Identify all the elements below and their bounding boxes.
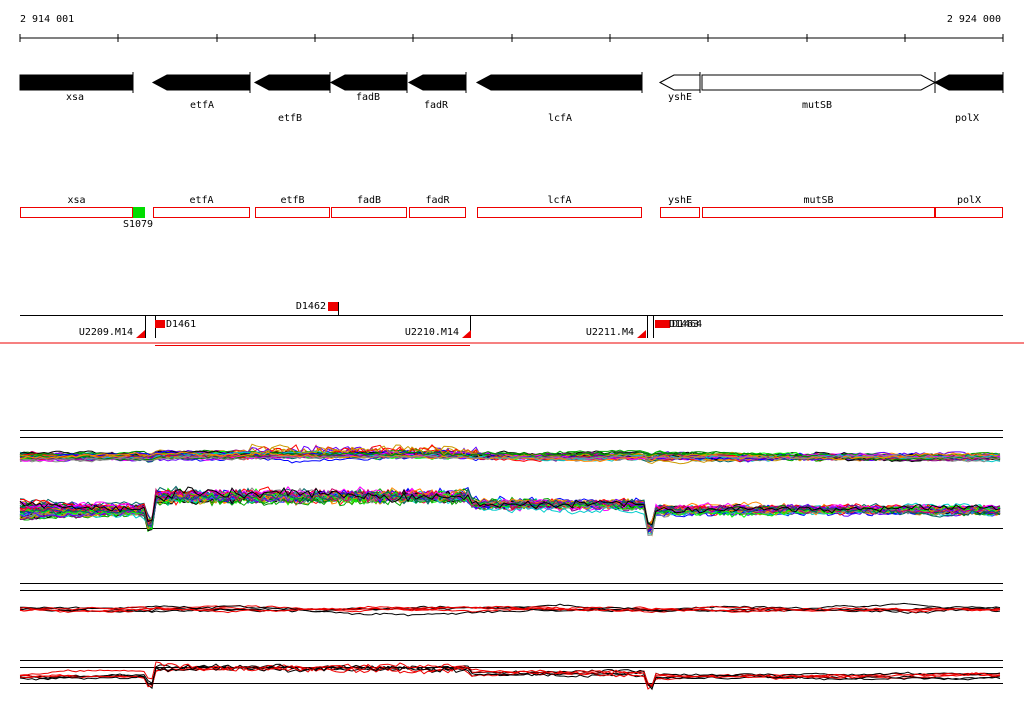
region-label: etfA — [189, 195, 213, 206]
signal-line — [19, 664, 1001, 691]
region-label: lcfA — [547, 195, 571, 206]
signal-line — [19, 605, 1001, 617]
signal-line — [19, 602, 1001, 613]
signal-line — [19, 605, 1001, 614]
gene-label: xsa — [66, 92, 84, 103]
gene-arrow — [407, 74, 467, 91]
gene-label: polX — [955, 113, 979, 124]
region-label: fadB — [357, 195, 381, 206]
gene-label: fadR — [424, 100, 449, 111]
probe-label: D1464 — [672, 319, 702, 330]
region-label: yshE — [668, 195, 692, 206]
region-label: mutSB — [803, 195, 833, 206]
signal-line — [19, 454, 1001, 462]
signal-line — [19, 661, 1000, 687]
probe-corner — [637, 330, 646, 338]
site-label: S1079 — [123, 219, 153, 230]
gene-arrow — [658, 74, 701, 91]
signal-line — [19, 451, 1001, 461]
gene-label: mutSB — [802, 100, 832, 111]
signal-line — [19, 664, 1001, 688]
probe-label: D1462 — [296, 301, 326, 312]
region-label: polX — [957, 195, 981, 206]
region-box — [660, 207, 700, 218]
gene-label: yshE — [668, 92, 692, 103]
region-label: xsa — [67, 195, 85, 206]
probe-box — [155, 320, 165, 328]
region-box — [935, 207, 1003, 218]
probe-box — [328, 302, 338, 311]
signal-line — [19, 451, 1001, 463]
region-label: etfB — [280, 195, 304, 206]
gene-label: lcfA — [548, 113, 572, 124]
gene-arrow — [19, 74, 134, 91]
signal-line — [19, 487, 1001, 529]
signal-line — [19, 486, 1001, 526]
region-box — [702, 207, 935, 218]
gene-arrow — [329, 74, 408, 91]
gene-label: etfA — [190, 100, 214, 111]
region-box — [477, 207, 642, 218]
gene-arrow — [701, 74, 937, 91]
probe-label: D1461 — [166, 319, 196, 330]
gene-arrow — [253, 74, 331, 91]
probe-label: U2210.M14 — [405, 327, 459, 338]
gene-label: etfB — [278, 113, 302, 124]
end-coordinate: 2 924 000 — [947, 14, 1001, 25]
region-label: fadR — [425, 195, 450, 206]
region-box — [255, 207, 330, 218]
gene-arrow — [933, 74, 1004, 91]
start-coordinate: 2 914 001 — [20, 14, 74, 25]
gene-arrow — [475, 74, 643, 91]
gene-arrow — [151, 74, 251, 91]
site-marker — [133, 207, 145, 218]
probe-label: U2211.M4 — [586, 327, 634, 338]
probe-box — [655, 320, 670, 328]
probe-corner — [136, 330, 145, 338]
probe-label: U2209.M14 — [79, 327, 133, 338]
probe-corner — [462, 330, 471, 338]
gene-label: fadB — [356, 92, 380, 103]
probe-label: D1463 — [669, 319, 699, 330]
region-box — [331, 207, 407, 218]
region-box — [153, 207, 250, 218]
region-box — [409, 207, 466, 218]
region-box — [20, 207, 133, 218]
